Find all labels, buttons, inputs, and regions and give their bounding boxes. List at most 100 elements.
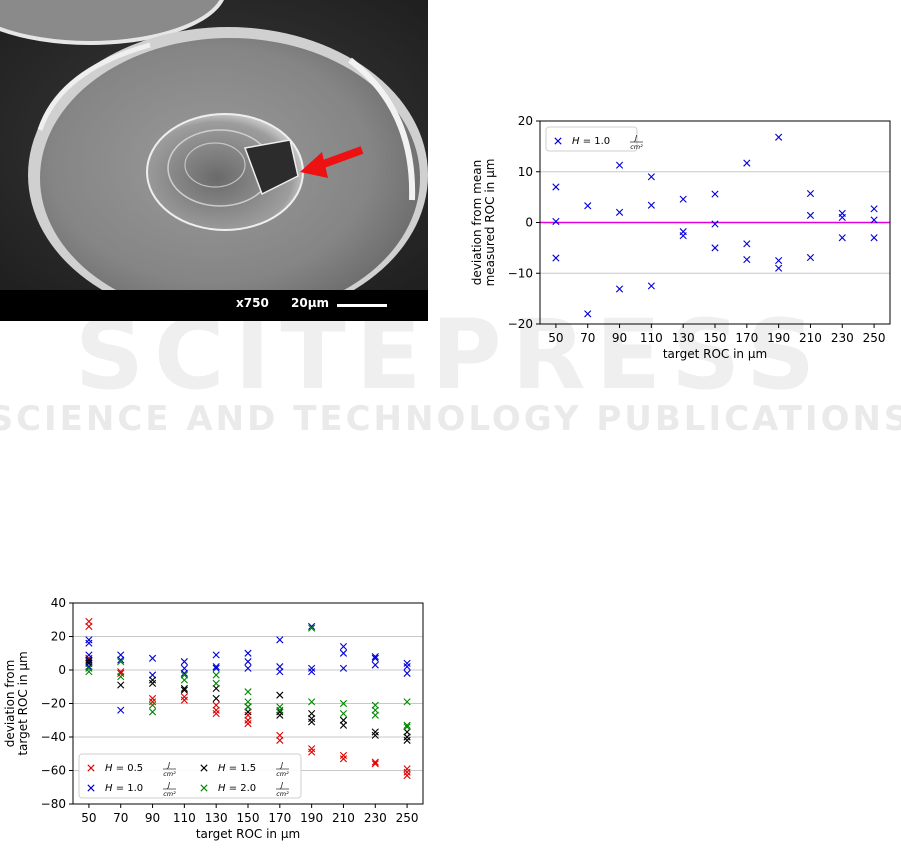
data-point (615, 161, 624, 169)
legend-unit-numerator: J (279, 781, 283, 789)
x-tick-label: 170 (268, 811, 291, 825)
y-tick-label: −20 (41, 697, 66, 711)
x-tick-label: 190 (767, 331, 790, 345)
data-point (308, 748, 316, 756)
data-point (244, 720, 252, 728)
data-point (244, 664, 252, 672)
data-point (85, 656, 93, 664)
data-point (180, 693, 188, 701)
x-tick-label: 250 (396, 811, 419, 825)
data-point (180, 696, 188, 704)
x-tick-label: 110 (173, 811, 196, 825)
legend-unit-denominator: cm² (163, 770, 176, 778)
data-point (371, 760, 379, 768)
x-tick-label: 130 (672, 331, 695, 345)
x-tick-label: 50 (81, 811, 96, 825)
data-point (870, 205, 878, 213)
data-point (711, 220, 719, 228)
data-point (403, 669, 411, 677)
data-point (775, 133, 783, 141)
data-point (584, 202, 592, 210)
x-tick-label: 210 (332, 811, 355, 825)
x-tick-label: 230 (364, 811, 387, 825)
data-point (212, 706, 220, 714)
data-point (775, 256, 783, 265)
data-point (711, 190, 719, 198)
data-point (552, 217, 560, 226)
data-point (552, 254, 560, 262)
data-point (679, 232, 687, 240)
y-axis-label: measured ROC in µm (483, 159, 497, 287)
legend-label: H = 2.0 (218, 783, 256, 794)
data-point (339, 709, 348, 718)
data-point (339, 664, 348, 672)
data-point (743, 159, 751, 167)
data-point (403, 771, 411, 780)
data-point (403, 736, 411, 744)
y-tick-label: 20 (51, 630, 66, 644)
data-point (180, 658, 188, 666)
data-point (339, 755, 348, 763)
data-point (148, 654, 157, 662)
data-point (117, 681, 125, 689)
data-point (806, 211, 815, 219)
data-point (276, 668, 284, 676)
x-tick-label: 110 (640, 331, 663, 345)
data-point (244, 716, 252, 724)
data-point (212, 694, 220, 703)
data-point (308, 664, 316, 672)
data-point (212, 709, 220, 718)
legend-marker (200, 764, 208, 772)
data-point (276, 636, 284, 644)
scale-bar (337, 304, 387, 307)
data-point (308, 745, 316, 753)
data-point (806, 189, 815, 198)
data-point (85, 668, 93, 676)
legend-marker (87, 764, 95, 772)
data-point (403, 768, 411, 776)
legend-box (78, 753, 302, 799)
x-tick-label: 250 (863, 331, 886, 345)
legend-unit-denominator: cm² (276, 770, 289, 778)
data-point (148, 708, 157, 716)
legend-unit-numerator: J (166, 781, 170, 789)
y-tick-label: 20 (518, 114, 533, 128)
y-tick-label: −10 (508, 266, 533, 280)
x-tick-label: 90 (612, 331, 627, 345)
data-point (743, 240, 751, 248)
data-point (403, 659, 411, 667)
y-tick-label: 0 (58, 663, 66, 677)
data-point (244, 649, 252, 657)
y-tick-label: 40 (51, 596, 66, 610)
data-point (148, 701, 157, 709)
x-tick-label: 190 (300, 811, 323, 825)
y-axis-label: deviation from mean (470, 160, 484, 285)
data-point (371, 661, 379, 669)
data-point (212, 651, 220, 659)
data-point (806, 253, 815, 262)
data-point (180, 676, 188, 684)
data-point (647, 282, 655, 290)
data-point (371, 728, 379, 736)
data-point (870, 216, 878, 224)
x-axis-label: target ROC in µm (663, 347, 767, 361)
data-point (308, 624, 316, 632)
watermark-line2: SCIENCE AND TECHNOLOGY PUBLICATIONS (0, 399, 901, 439)
data-point (244, 703, 252, 711)
y-tick-label: −60 (41, 764, 66, 778)
legend-label: H = 1.5 (218, 763, 256, 774)
magnification-label: x750 (236, 296, 269, 310)
data-point (403, 723, 411, 731)
data-point (308, 714, 316, 723)
data-point (148, 679, 157, 687)
data-point (308, 622, 316, 631)
x-tick-label: 170 (735, 331, 758, 345)
data-point (180, 686, 188, 694)
x-tick-label: 210 (799, 331, 822, 345)
data-point (403, 733, 411, 741)
data-point (870, 234, 878, 242)
data-point (403, 721, 411, 729)
